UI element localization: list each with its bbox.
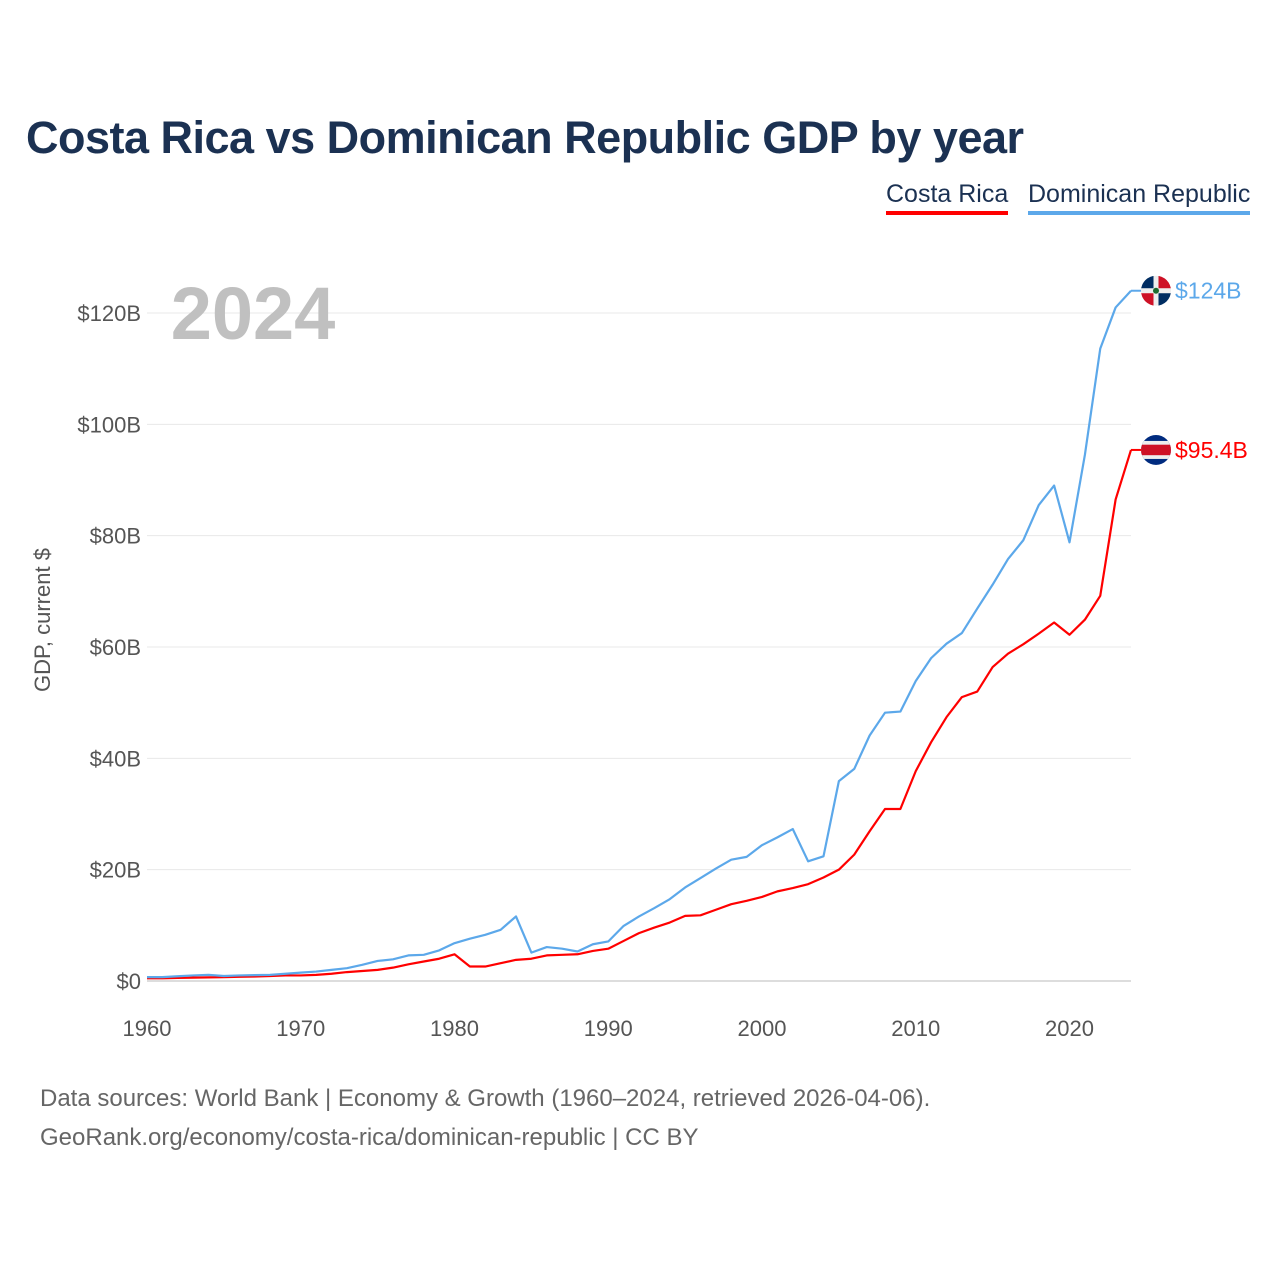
x-tick-label: 1990 xyxy=(584,1016,633,1041)
flag-red xyxy=(1158,275,1171,289)
footer-sources: Data sources: World Bank | Economy & Gro… xyxy=(40,1085,931,1112)
y-tick-label: $120B xyxy=(77,301,141,326)
y-axis-label: GDP, current $ xyxy=(30,548,55,692)
y-tick-label: $20B xyxy=(90,858,141,883)
x-tick-label: 1960 xyxy=(123,1016,172,1041)
legend-costa-rica[interactable]: Costa Rica xyxy=(886,180,1009,215)
flag-blue xyxy=(1158,293,1171,306)
y-tick-label: $60B xyxy=(90,635,141,660)
x-tick-label: 1980 xyxy=(430,1016,479,1041)
legend-dominican-republic[interactable]: Dominican Republic xyxy=(1028,180,1251,215)
flag-body xyxy=(1141,434,1171,465)
year-label: 2024 xyxy=(171,272,336,355)
series-line-costa-rica[interactable] xyxy=(147,449,1133,980)
dominican-republic-flag-icon xyxy=(1141,275,1171,306)
y-tick-label: $80B xyxy=(90,524,141,549)
footer-url[interactable]: GeoRank.org/economy/costa-rica/dominican… xyxy=(40,1124,699,1151)
y-tick-label: $40B xyxy=(90,746,141,771)
flag-red xyxy=(1141,293,1154,306)
chart-title: Costa Rica vs Dominican Republic GDP by … xyxy=(26,112,1024,163)
series-line-dominican-republic[interactable] xyxy=(147,289,1132,979)
end-value-label: $95.4B xyxy=(1175,437,1248,463)
x-tick-label: 2020 xyxy=(1045,1016,1094,1041)
flag-blue xyxy=(1141,275,1154,289)
costa-rica-flag-icon xyxy=(1141,434,1171,465)
x-tick-label: 2010 xyxy=(891,1016,940,1041)
x-tick-label: 2000 xyxy=(738,1016,787,1041)
x-tick-label: 1970 xyxy=(276,1016,325,1041)
y-tick-label: $100B xyxy=(77,412,141,437)
flag-emblem xyxy=(1153,287,1159,294)
y-tick-label: $0 xyxy=(117,969,141,994)
flag-body xyxy=(1141,275,1171,306)
end-value-label: $124B xyxy=(1175,278,1242,304)
flag-red xyxy=(1141,444,1171,456)
